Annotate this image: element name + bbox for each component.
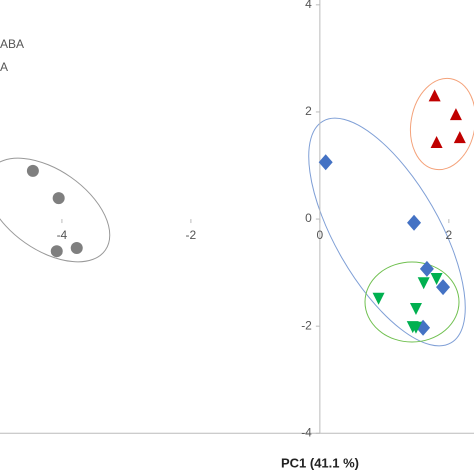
point [407, 214, 422, 231]
point [70, 241, 83, 254]
point [26, 164, 39, 177]
point [372, 292, 385, 305]
x-tick-label: 0 [317, 228, 324, 242]
y-tick-label: 4 [305, 0, 312, 11]
point [430, 272, 443, 285]
point [453, 131, 466, 144]
point [436, 279, 451, 296]
y-tick-label: 0 [305, 211, 312, 225]
point [430, 136, 443, 149]
x-axis-label: PC1 (41.1 %) [281, 455, 359, 470]
legend-label: A [0, 60, 8, 74]
point [419, 260, 434, 277]
point [417, 277, 430, 290]
cluster-ellipse [409, 77, 474, 171]
x-tick-label: -2 [186, 228, 197, 242]
point [318, 154, 333, 171]
cluster-ellipse [308, 117, 466, 347]
point [409, 321, 422, 334]
y-tick-label: -4 [301, 425, 312, 439]
x-tick-label: 2 [446, 228, 453, 242]
y-tick-label: -2 [301, 318, 312, 332]
x-tick-label: -4 [57, 228, 68, 242]
cluster-ellipse [364, 261, 460, 343]
point [52, 192, 65, 205]
y-tick-label: 2 [305, 104, 312, 118]
point [428, 89, 441, 102]
cluster-ellipse [0, 157, 111, 263]
legend-label: ABA [0, 37, 24, 51]
point [409, 302, 422, 315]
point [449, 108, 462, 121]
point [50, 245, 63, 258]
